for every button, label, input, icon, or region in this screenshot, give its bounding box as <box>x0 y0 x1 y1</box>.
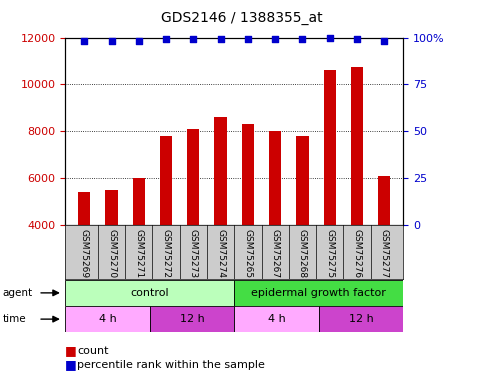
Text: control: control <box>130 288 169 298</box>
Text: ■: ■ <box>65 344 77 357</box>
Text: GSM75265: GSM75265 <box>243 230 253 279</box>
Point <box>271 36 279 42</box>
Point <box>326 34 334 40</box>
Text: GSM75277: GSM75277 <box>380 230 389 279</box>
Text: GSM75276: GSM75276 <box>353 230 361 279</box>
Text: agent: agent <box>2 288 32 298</box>
Bar <box>242 124 254 319</box>
Text: 4 h: 4 h <box>99 314 116 324</box>
Bar <box>351 67 363 319</box>
Bar <box>324 70 336 319</box>
Point <box>108 38 115 44</box>
Bar <box>65 306 150 332</box>
Bar <box>296 136 309 319</box>
Bar <box>160 136 172 319</box>
Point <box>189 36 197 42</box>
Text: 12 h: 12 h <box>349 314 373 324</box>
Point <box>353 36 361 42</box>
Text: GSM75270: GSM75270 <box>107 230 116 279</box>
Bar <box>105 190 118 319</box>
Bar <box>234 306 319 332</box>
Bar <box>269 131 281 319</box>
Point <box>244 36 252 42</box>
Text: GSM75268: GSM75268 <box>298 230 307 279</box>
Text: epidermal growth factor: epidermal growth factor <box>251 288 386 298</box>
Bar <box>133 178 145 319</box>
Point <box>135 38 142 44</box>
Text: GSM75275: GSM75275 <box>325 230 334 279</box>
Bar <box>319 306 403 332</box>
Text: GSM75274: GSM75274 <box>216 230 225 278</box>
Bar <box>187 129 199 319</box>
Bar <box>214 117 227 319</box>
Text: count: count <box>77 346 109 355</box>
Bar <box>234 280 403 306</box>
Bar <box>150 306 234 332</box>
Text: 12 h: 12 h <box>180 314 204 324</box>
Bar <box>65 280 234 306</box>
Text: 4 h: 4 h <box>268 314 285 324</box>
Text: GSM75269: GSM75269 <box>80 230 89 279</box>
Text: GSM75272: GSM75272 <box>162 230 170 278</box>
Text: GDS2146 / 1388355_at: GDS2146 / 1388355_at <box>161 11 322 25</box>
Text: percentile rank within the sample: percentile rank within the sample <box>77 360 265 369</box>
Point <box>298 36 306 42</box>
Point <box>380 38 388 44</box>
Point <box>217 36 225 42</box>
Text: GSM75273: GSM75273 <box>189 230 198 279</box>
Text: ■: ■ <box>65 358 77 371</box>
Text: time: time <box>2 314 26 324</box>
Point <box>81 38 88 44</box>
Point <box>162 36 170 42</box>
Text: GSM75267: GSM75267 <box>270 230 280 279</box>
Bar <box>378 176 390 319</box>
Text: GSM75271: GSM75271 <box>134 230 143 279</box>
Bar <box>78 192 90 319</box>
